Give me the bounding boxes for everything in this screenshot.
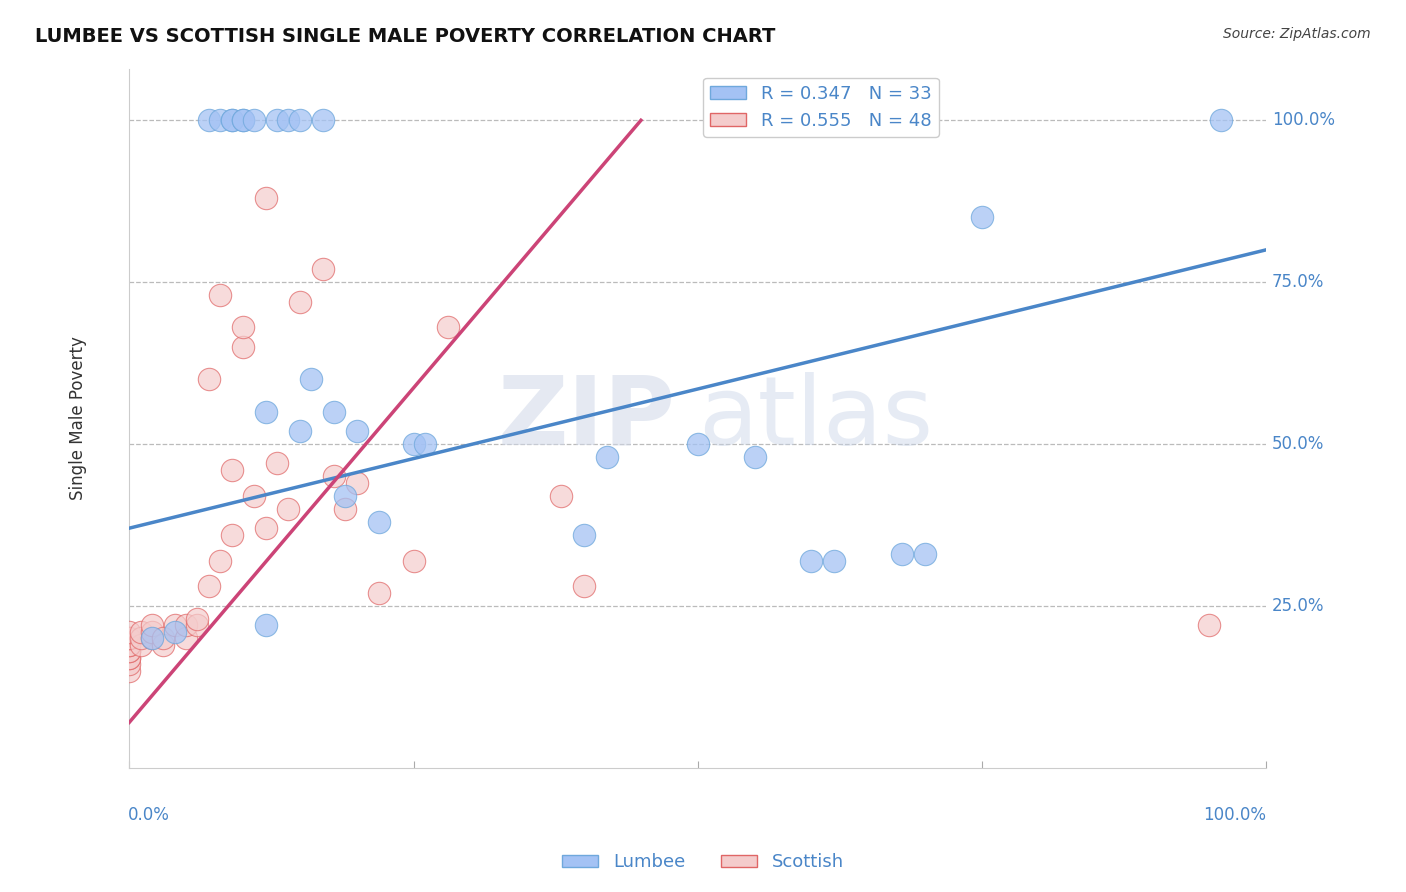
Text: 100.0%: 100.0% <box>1272 112 1334 129</box>
Point <box>232 340 254 354</box>
Point <box>129 624 152 639</box>
Text: 75.0%: 75.0% <box>1272 273 1324 291</box>
Point <box>232 113 254 128</box>
Point <box>141 624 163 639</box>
Point <box>232 113 254 128</box>
Point <box>311 113 333 128</box>
Point <box>323 469 346 483</box>
Text: Source: ZipAtlas.com: Source: ZipAtlas.com <box>1223 27 1371 41</box>
Point <box>891 547 914 561</box>
Point <box>186 612 208 626</box>
Point <box>288 113 311 128</box>
Legend: Lumbee, Scottish: Lumbee, Scottish <box>555 847 851 879</box>
Point <box>141 631 163 645</box>
Point <box>1209 113 1232 128</box>
Point <box>402 437 425 451</box>
Point <box>368 586 391 600</box>
Text: ZIP: ZIP <box>498 372 675 465</box>
Point <box>402 553 425 567</box>
Point <box>152 638 174 652</box>
Text: 25.0%: 25.0% <box>1272 597 1324 615</box>
Text: 0.0%: 0.0% <box>128 806 170 824</box>
Text: LUMBEE VS SCOTTISH SINGLE MALE POVERTY CORRELATION CHART: LUMBEE VS SCOTTISH SINGLE MALE POVERTY C… <box>35 27 776 45</box>
Point <box>243 113 266 128</box>
Point <box>254 618 277 632</box>
Point <box>221 463 243 477</box>
Point <box>118 650 141 665</box>
Point <box>823 553 845 567</box>
Point <box>311 262 333 277</box>
Point <box>152 631 174 645</box>
Point <box>118 638 141 652</box>
Point <box>209 288 232 302</box>
Point <box>209 113 232 128</box>
Point <box>118 644 141 658</box>
Point <box>266 457 288 471</box>
Point <box>198 579 221 593</box>
Point <box>254 521 277 535</box>
Text: atlas: atlas <box>697 372 934 465</box>
Point <box>686 437 709 451</box>
Point <box>335 489 357 503</box>
Point <box>118 624 141 639</box>
Point <box>243 489 266 503</box>
Point <box>288 424 311 438</box>
Point <box>346 424 368 438</box>
Point <box>221 113 243 128</box>
Point <box>323 404 346 418</box>
Point <box>368 515 391 529</box>
Point <box>118 631 141 645</box>
Point <box>436 320 458 334</box>
Point <box>163 618 186 632</box>
Point <box>288 294 311 309</box>
Text: 50.0%: 50.0% <box>1272 435 1324 453</box>
Point <box>550 489 572 503</box>
Point <box>118 657 141 672</box>
Point <box>221 527 243 541</box>
Point <box>572 527 595 541</box>
Point <box>277 501 299 516</box>
Point <box>572 579 595 593</box>
Legend: R = 0.347   N = 33, R = 0.555   N = 48: R = 0.347 N = 33, R = 0.555 N = 48 <box>703 78 939 137</box>
Point <box>198 113 221 128</box>
Text: Single Male Poverty: Single Male Poverty <box>69 336 87 500</box>
Point <box>299 372 322 386</box>
Point <box>129 638 152 652</box>
Point <box>163 624 186 639</box>
Point <box>346 475 368 490</box>
Point <box>254 191 277 205</box>
Point <box>914 547 936 561</box>
Point <box>254 404 277 418</box>
Point <box>277 113 299 128</box>
Point <box>266 113 288 128</box>
Point <box>209 553 232 567</box>
Point <box>141 631 163 645</box>
Point <box>129 631 152 645</box>
Point <box>118 650 141 665</box>
Point <box>118 638 141 652</box>
Point <box>596 450 619 464</box>
Point <box>198 372 221 386</box>
Point <box>174 631 197 645</box>
Point <box>141 618 163 632</box>
Point <box>744 450 766 464</box>
Point <box>232 320 254 334</box>
Point <box>970 211 993 225</box>
Point <box>221 113 243 128</box>
Point <box>118 664 141 678</box>
Point <box>174 618 197 632</box>
Point <box>413 437 436 451</box>
Point <box>335 501 357 516</box>
Text: 100.0%: 100.0% <box>1204 806 1267 824</box>
Point <box>118 644 141 658</box>
Point <box>800 553 823 567</box>
Point <box>118 631 141 645</box>
Point <box>1198 618 1220 632</box>
Point <box>186 618 208 632</box>
